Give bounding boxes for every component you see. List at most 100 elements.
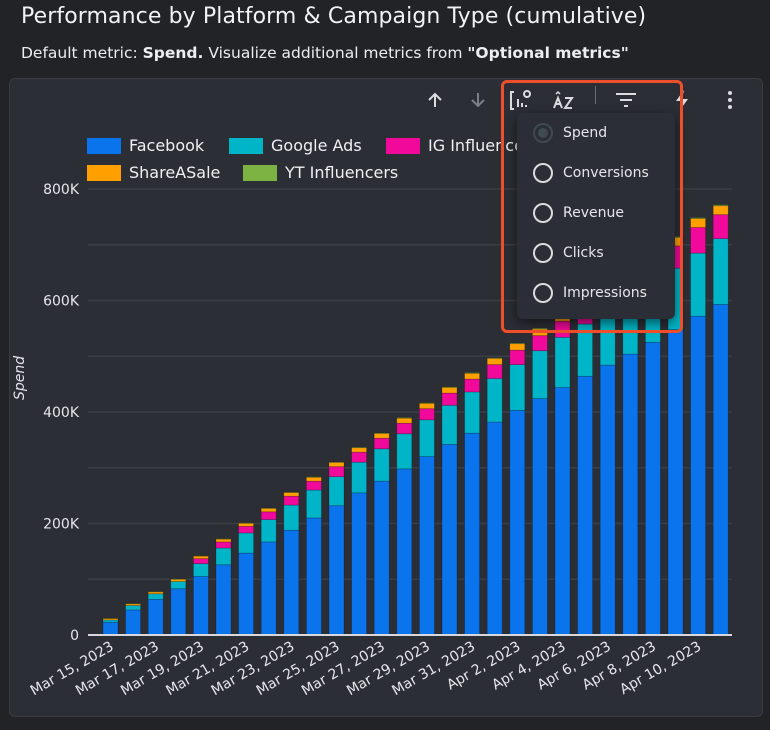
bar-segment-shareasale[interactable] — [396, 417, 413, 424]
metric-option-conversions[interactable]: Conversions — [533, 163, 649, 183]
bar-segment-facebook[interactable] — [215, 564, 232, 636]
bar-segment-ig-influencers[interactable] — [532, 335, 548, 352]
bar-segment-shareasale[interactable] — [486, 358, 503, 366]
bar-segment-shareasale[interactable] — [351, 447, 368, 453]
legend-item-google-ads[interactable]: Google Ads — [229, 136, 362, 155]
bar-segment-yt-influencers[interactable] — [712, 204, 729, 207]
bar-segment-facebook[interactable] — [464, 432, 481, 636]
bar-segment-ig-influencers[interactable] — [690, 227, 706, 254]
bar-segment-ig-influencers[interactable] — [215, 541, 232, 549]
metric-option-revenue[interactable]: Revenue — [533, 203, 624, 223]
bar-segment-shareasale[interactable] — [532, 328, 548, 337]
bar-segment-ig-influencers[interactable] — [351, 451, 368, 463]
bar-segment-facebook[interactable] — [328, 505, 345, 636]
bar-segment-facebook[interactable] — [305, 517, 322, 636]
bar-segment-facebook[interactable] — [351, 492, 368, 636]
bar-segment-google-ads[interactable] — [328, 476, 345, 507]
bar-segment-facebook[interactable] — [667, 329, 684, 636]
bar-segment-ig-influencers[interactable] — [305, 480, 322, 491]
bar-segment-facebook[interactable] — [622, 353, 639, 636]
bar-segment-shareasale[interactable] — [238, 522, 255, 527]
bar-segment-google-ads[interactable] — [215, 547, 232, 566]
bar-segment-shareasale[interactable] — [125, 603, 141, 606]
bar-segment-yt-influencers[interactable] — [396, 417, 413, 419]
bar-segment-yt-influencers[interactable] — [418, 402, 435, 404]
bar-segment-google-ads[interactable] — [509, 364, 526, 411]
bar-segment-shareasale[interactable] — [328, 462, 345, 468]
bar-segment-ig-influencers[interactable] — [464, 378, 481, 393]
bar-segment-google-ads[interactable] — [283, 504, 300, 531]
bar-segment-ig-influencers[interactable] — [328, 466, 345, 478]
radio-unselected-icon[interactable] — [533, 283, 553, 303]
bar-segment-ig-influencers[interactable] — [373, 437, 390, 450]
bar-segment-google-ads[interactable] — [351, 461, 368, 494]
bar-segment-google-ads[interactable] — [125, 605, 141, 611]
bar-segment-google-ads[interactable] — [305, 489, 322, 519]
legend-item-facebook[interactable]: Facebook — [87, 136, 204, 155]
bar-segment-facebook[interactable] — [238, 552, 255, 636]
bar-segment-shareasale[interactable] — [305, 476, 322, 482]
bar-segment-ig-influencers[interactable] — [554, 320, 571, 338]
bar-segment-google-ads[interactable] — [396, 433, 413, 470]
sort-descending-icon[interactable] — [466, 88, 490, 112]
bar-segment-google-ads[interactable] — [712, 238, 729, 305]
bar-segment-shareasale[interactable] — [373, 433, 390, 439]
legend-item-shareasale[interactable]: ShareASale — [87, 163, 220, 182]
optional-metrics-icon[interactable] — [509, 88, 533, 112]
bar-segment-facebook[interactable] — [170, 588, 187, 636]
bar-segment-facebook[interactable] — [260, 541, 277, 636]
bar-segment-ig-influencers[interactable] — [712, 214, 729, 240]
more-options-icon[interactable] — [718, 88, 742, 112]
bar-segment-facebook[interactable] — [125, 609, 141, 636]
legend-item-ig-influencers[interactable]: IG Influencers — [386, 136, 539, 155]
bar-segment-ig-influencers[interactable] — [509, 349, 526, 366]
bar-segment-facebook[interactable] — [532, 398, 548, 636]
bar-segment-shareasale[interactable] — [418, 402, 435, 410]
bar-segment-facebook[interactable] — [577, 375, 593, 636]
bar-segment-facebook[interactable] — [712, 304, 729, 636]
bar-segment-ig-influencers[interactable] — [238, 525, 255, 534]
bar-segment-facebook[interactable] — [192, 576, 209, 636]
bar-segment-google-ads[interactable] — [373, 448, 390, 482]
bar-segment-facebook[interactable] — [283, 529, 300, 636]
bar-segment-google-ads[interactable] — [238, 532, 255, 554]
bar-segment-yt-influencers[interactable] — [351, 446, 368, 449]
bar-segment-ig-influencers[interactable] — [260, 511, 277, 520]
bar-segment-facebook[interactable] — [486, 421, 503, 636]
bar-segment-shareasale[interactable] — [441, 387, 458, 394]
bar-segment-google-ads[interactable] — [418, 419, 435, 457]
bar-segment-google-ads[interactable] — [260, 519, 277, 543]
metric-option-impressions[interactable]: Impressions — [533, 283, 647, 303]
bar-segment-shareasale[interactable] — [712, 205, 729, 216]
metric-option-clicks[interactable]: Clicks — [533, 243, 604, 263]
bar-segment-shareasale[interactable] — [260, 508, 277, 513]
radio-unselected-icon[interactable] — [533, 243, 553, 263]
sort-ascending-icon[interactable] — [423, 88, 447, 112]
bar-segment-shareasale[interactable] — [215, 538, 232, 543]
bar-segment-google-ads[interactable] — [464, 391, 481, 434]
bar-segment-facebook[interactable] — [509, 409, 526, 636]
bar-segment-yt-influencers[interactable] — [464, 372, 481, 374]
radio-selected-icon[interactable] — [533, 123, 553, 143]
bar-segment-yt-influencers[interactable] — [441, 386, 458, 388]
bar-segment-ig-influencers[interactable] — [283, 495, 300, 506]
bar-segment-yt-influencers[interactable] — [509, 342, 526, 345]
filter-icon[interactable] — [614, 88, 638, 112]
bar-segment-facebook[interactable] — [554, 387, 571, 636]
bar-segment-facebook[interactable] — [599, 364, 616, 636]
bar-segment-yt-influencers[interactable] — [373, 432, 390, 434]
bar-segment-google-ads[interactable] — [192, 563, 209, 577]
bar-segment-google-ads[interactable] — [441, 404, 458, 445]
bar-segment-facebook[interactable] — [373, 480, 390, 636]
legend-item-yt-influencers[interactable]: YT Influencers — [243, 163, 398, 182]
bar-segment-yt-influencers[interactable] — [690, 217, 706, 219]
sort-az-icon[interactable] — [551, 88, 575, 112]
bar-segment-facebook[interactable] — [102, 621, 119, 636]
bar-segment-ig-influencers[interactable] — [486, 364, 503, 379]
bar-segment-google-ads[interactable] — [690, 252, 706, 317]
radio-unselected-icon[interactable] — [533, 203, 553, 223]
bar-segment-ig-influencers[interactable] — [418, 408, 435, 421]
bar-segment-facebook[interactable] — [690, 315, 706, 636]
bar-segment-shareasale[interactable] — [509, 343, 526, 351]
bar-segment-yt-influencers[interactable] — [486, 357, 503, 359]
